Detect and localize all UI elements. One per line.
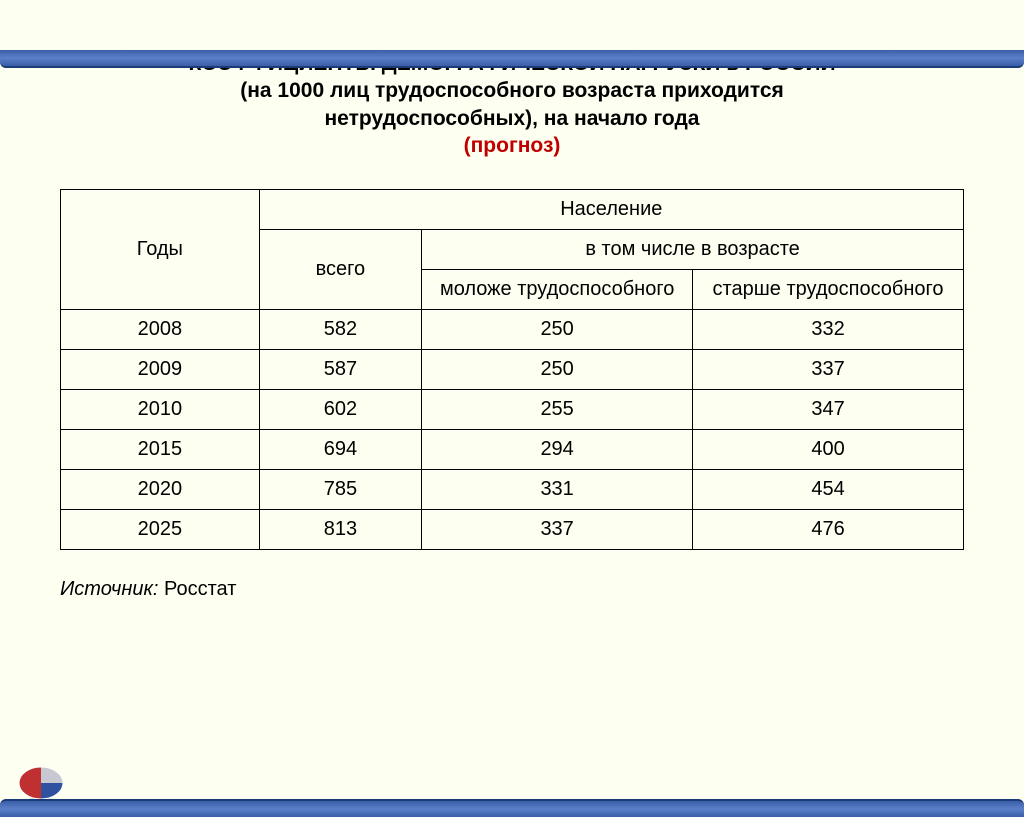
cell-total: 587: [259, 350, 422, 390]
cell-younger: 337: [422, 510, 693, 550]
cell-year: 2025: [61, 510, 260, 550]
cell-older: 347: [693, 390, 964, 430]
title-forecast: (прогноз): [464, 134, 561, 157]
table-row: 2010602255347: [61, 390, 964, 430]
window-top-bar: [0, 50, 1024, 68]
header-total: всего: [259, 230, 422, 310]
cell-younger: 250: [422, 350, 693, 390]
cell-younger: 294: [422, 430, 693, 470]
data-table-container: Годы Население всего в том числе в возра…: [60, 189, 964, 550]
cell-younger: 250: [422, 310, 693, 350]
header-years: Годы: [61, 190, 260, 310]
header-younger: моложе трудоспособного: [422, 270, 693, 310]
cell-younger: 255: [422, 390, 693, 430]
source-label: Источник: [60, 578, 153, 600]
cell-total: 785: [259, 470, 422, 510]
cell-younger: 331: [422, 470, 693, 510]
cell-older: 337: [693, 350, 964, 390]
source-line: Источник: Росстат: [60, 578, 1024, 601]
dependency-ratio-table: Годы Население всего в том числе в возра…: [60, 189, 964, 550]
title-line-3: нетрудоспособных), на начало года: [325, 107, 700, 130]
cell-older: 454: [693, 470, 964, 510]
header-population: Население: [259, 190, 963, 230]
table-row: 2020785331454: [61, 470, 964, 510]
cell-total: 813: [259, 510, 422, 550]
table-body: 2008582250332200958725033720106022553472…: [61, 310, 964, 550]
source-org: Росстат: [164, 578, 236, 600]
table-row: 2009587250337: [61, 350, 964, 390]
title-line-2: (на 1000 лиц трудоспособного возраста пр…: [240, 79, 784, 102]
header-older: старше трудоспособного: [693, 270, 964, 310]
cell-year: 2009: [61, 350, 260, 390]
cell-year: 2008: [61, 310, 260, 350]
window-bottom-bar: [0, 799, 1024, 817]
cell-year: 2010: [61, 390, 260, 430]
cell-older: 400: [693, 430, 964, 470]
cell-total: 582: [259, 310, 422, 350]
cell-older: 332: [693, 310, 964, 350]
cell-year: 2020: [61, 470, 260, 510]
cell-total: 602: [259, 390, 422, 430]
cell-total: 694: [259, 430, 422, 470]
table-row: 2008582250332: [61, 310, 964, 350]
table-row: 2015694294400: [61, 430, 964, 470]
cell-year: 2015: [61, 430, 260, 470]
header-by-age: в том числе в возрасте: [422, 230, 964, 270]
cell-older: 476: [693, 510, 964, 550]
table-row: 2025813337476: [61, 510, 964, 550]
